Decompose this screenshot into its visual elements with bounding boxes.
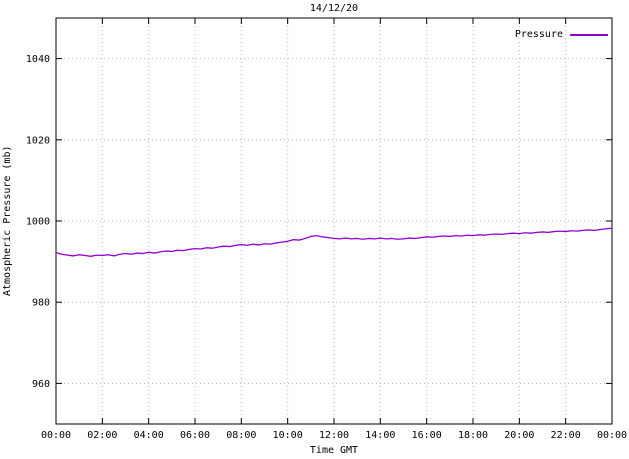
legend-line-sample bbox=[570, 33, 608, 36]
svg-text:00:00: 00:00 bbox=[597, 430, 627, 441]
svg-text:16:00: 16:00 bbox=[412, 430, 442, 441]
svg-text:1020: 1020 bbox=[26, 135, 50, 146]
y-axis-label: Atmospheric Pressure (mb) bbox=[2, 145, 13, 297]
svg-text:12:00: 12:00 bbox=[319, 430, 349, 441]
x-axis-label: Time GMT bbox=[309, 445, 359, 456]
svg-text:22:00: 22:00 bbox=[551, 430, 581, 441]
svg-text:960: 960 bbox=[32, 379, 50, 390]
x-tick-labels: 00:00 02:00 04:00 06:00 08:00 10:00 12:00 14:00… bbox=[41, 430, 627, 441]
svg-text:14:00: 14:00 bbox=[365, 430, 395, 441]
legend: Pressure bbox=[515, 29, 608, 40]
svg-text:06:00: 06:00 bbox=[180, 430, 210, 441]
svg-text:1040: 1040 bbox=[26, 54, 50, 65]
y-tick-labels: 960 980 1000 1020 1040 bbox=[26, 54, 50, 390]
svg-text:00:00: 00:00 bbox=[41, 430, 71, 441]
svg-text:980: 980 bbox=[32, 298, 50, 309]
svg-text:18:00: 18:00 bbox=[458, 430, 488, 441]
axis-ticks bbox=[55, 18, 613, 424]
svg-text:10:00: 10:00 bbox=[273, 430, 303, 441]
svg-text:08:00: 08:00 bbox=[226, 430, 256, 441]
grid-lines bbox=[55, 18, 613, 424]
svg-text:02:00: 02:00 bbox=[87, 430, 117, 441]
svg-text:1000: 1000 bbox=[26, 217, 50, 228]
pressure-series-line bbox=[55, 227, 613, 257]
svg-text:04:00: 04:00 bbox=[134, 430, 164, 441]
legend-label: Pressure bbox=[514, 29, 563, 40]
chart-title: 14/12/20 bbox=[309, 3, 359, 14]
svg-text:20:00: 20:00 bbox=[504, 430, 534, 441]
